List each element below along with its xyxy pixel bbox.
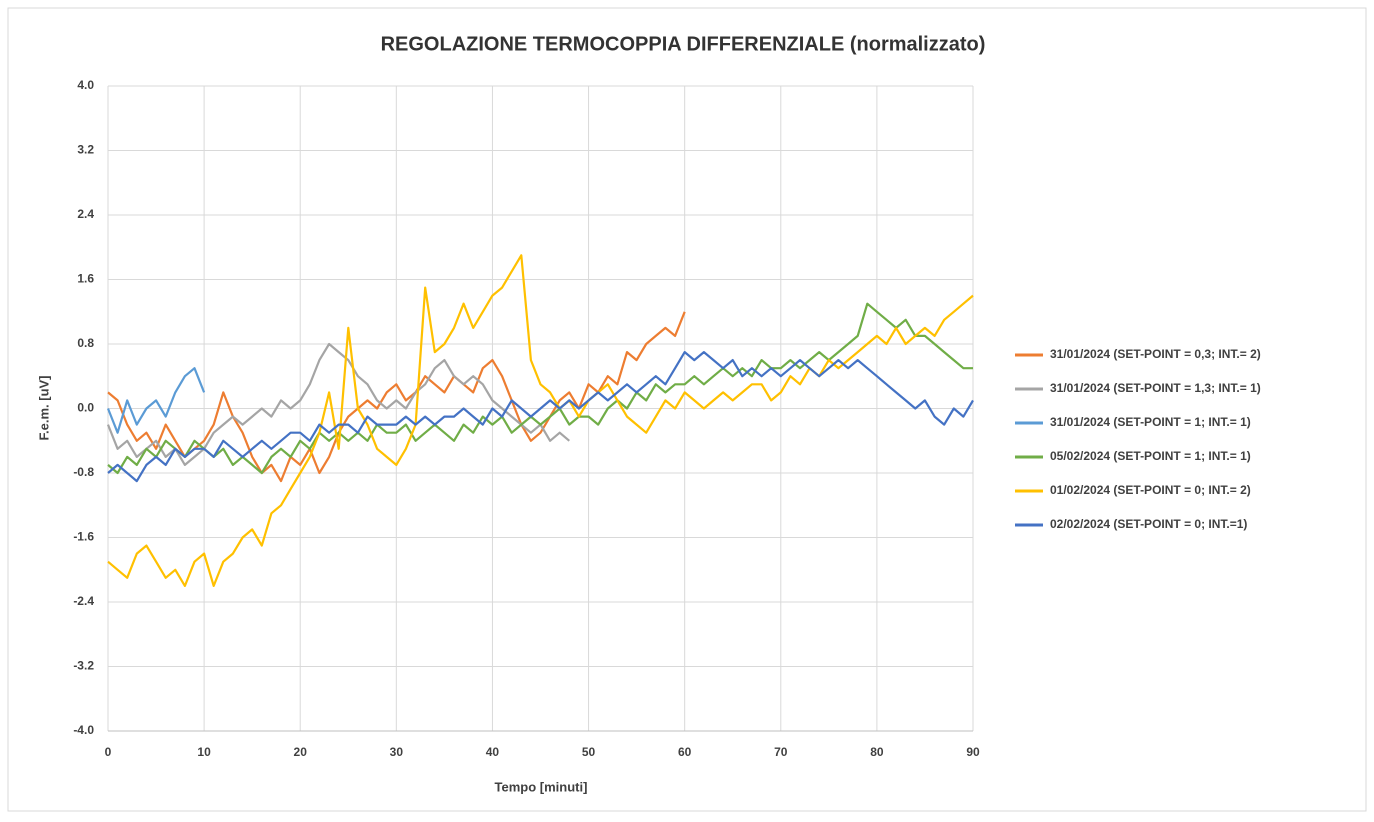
legend-label: 31/01/2024 (SET-POINT = 1,3; INT.= 1) bbox=[1050, 381, 1261, 395]
legend-label: 02/02/2024 (SET-POINT = 0; INT.=1) bbox=[1050, 517, 1247, 531]
y-tick-label: 0.8 bbox=[77, 336, 94, 350]
x-tick-label: 90 bbox=[966, 745, 980, 759]
y-tick-label: -4.0 bbox=[73, 723, 94, 737]
x-tick-label: 80 bbox=[870, 745, 884, 759]
y-axis-label: F.e.m. [uV] bbox=[36, 375, 51, 440]
y-tick-label: -0.8 bbox=[73, 465, 94, 479]
y-tick-label: -3.2 bbox=[73, 659, 94, 673]
legend-label: 31/01/2024 (SET-POINT = 0,3; INT.= 2) bbox=[1050, 347, 1261, 361]
series-line bbox=[107, 254, 974, 587]
legend-label: 31/01/2024 (SET-POINT = 1; INT.= 1) bbox=[1050, 415, 1251, 429]
series-line bbox=[107, 351, 974, 483]
x-tick-label: 30 bbox=[390, 745, 404, 759]
chart-title: REGOLAZIONE TERMOCOPPIA DIFFERENZIALE (n… bbox=[381, 33, 986, 55]
y-tick-label: -1.6 bbox=[73, 530, 94, 544]
series-line bbox=[106, 367, 206, 434]
x-tick-label: 0 bbox=[105, 745, 112, 759]
y-tick-label: 3.2 bbox=[77, 143, 94, 157]
series-line bbox=[107, 311, 686, 483]
x-tick-label: 60 bbox=[678, 745, 692, 759]
x-tick-label: 50 bbox=[582, 745, 596, 759]
legend-label: 05/02/2024 (SET-POINT = 1; INT.= 1) bbox=[1050, 449, 1251, 463]
chart-frame bbox=[7, 7, 1367, 812]
y-tick-label: -2.4 bbox=[73, 594, 94, 608]
x-tick-label: 10 bbox=[197, 745, 211, 759]
y-tick-label: 4.0 bbox=[77, 78, 94, 92]
x-axis-label: Tempo [minuti] bbox=[495, 779, 588, 794]
x-tick-label: 20 bbox=[294, 745, 308, 759]
y-tick-label: 2.4 bbox=[77, 207, 94, 221]
y-tick-label: 0.0 bbox=[77, 401, 94, 415]
y-tick-label: 1.6 bbox=[77, 272, 94, 286]
x-tick-label: 70 bbox=[774, 745, 788, 759]
series-line bbox=[106, 342, 571, 466]
legend-label: 01/02/2024 (SET-POINT = 0; INT.= 2) bbox=[1050, 483, 1251, 497]
x-tick-label: 40 bbox=[486, 745, 500, 759]
